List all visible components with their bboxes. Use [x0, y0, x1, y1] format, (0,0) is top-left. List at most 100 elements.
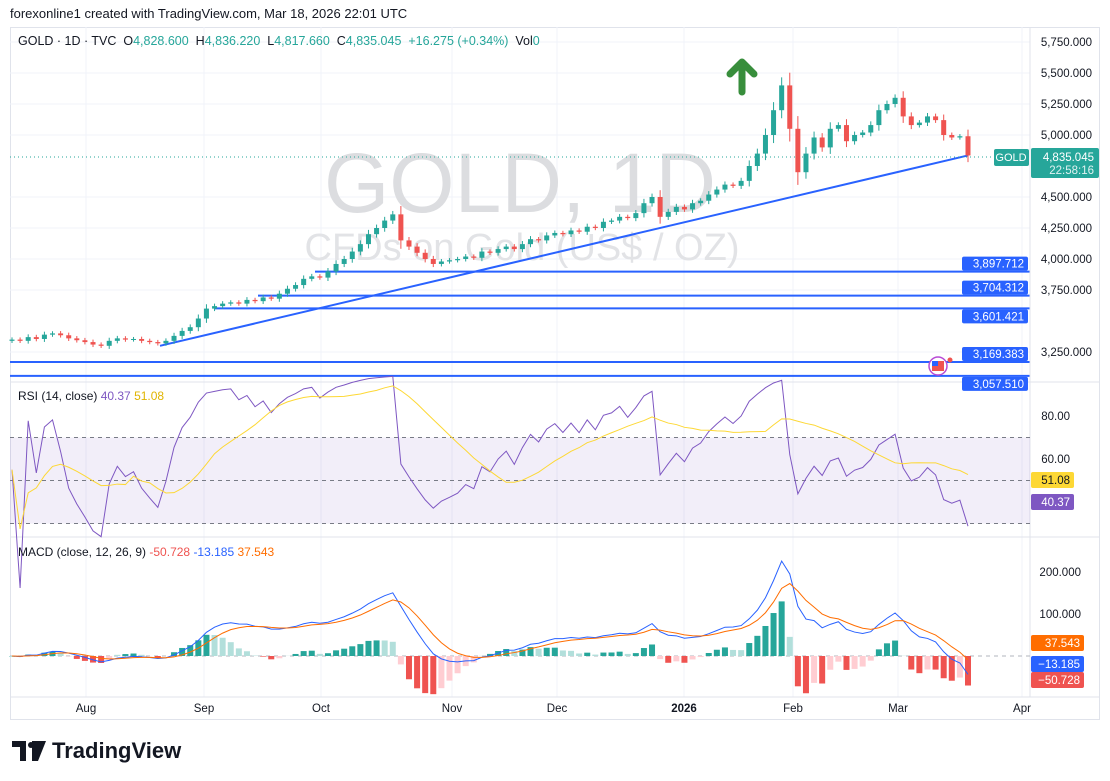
macd-histogram-bar	[81, 656, 88, 661]
candle-body	[147, 340, 153, 343]
macd-histogram-bar	[203, 634, 210, 656]
candle-body	[835, 125, 841, 129]
candle-body	[455, 259, 461, 261]
macd-histogram-bar	[98, 656, 105, 663]
candle-body	[252, 299, 258, 302]
time-tick: 2026	[671, 703, 697, 715]
macd-histogram-bar	[389, 641, 396, 656]
macd-histogram-bar	[705, 652, 712, 656]
us-flag-event-icon[interactable]	[928, 356, 953, 376]
macd-histogram-bar	[235, 648, 242, 656]
macd-tick: 200.000	[1039, 567, 1081, 579]
macd-histogram-bar	[130, 653, 137, 656]
candle-body	[568, 230, 574, 235]
macd-legend: MACD (close, 12, 26, 9) -50.728 -13.185 …	[18, 545, 275, 559]
macd-histogram-bar	[892, 640, 899, 656]
price-tick: 4,000.000	[1041, 254, 1092, 266]
macd-histogram-bar	[762, 625, 769, 656]
macd-histogram-bar	[470, 656, 477, 663]
price-badges: 3,897.712 3,704.312 3,601.421 3,169.383 3,05…	[962, 148, 1099, 688]
macd-histogram-bar	[948, 656, 955, 681]
candle-body	[228, 302, 234, 304]
candle-body	[681, 206, 687, 210]
tradingview-logo[interactable]: TradingView	[12, 738, 181, 764]
macd-histogram-bar	[308, 650, 315, 656]
macd-histogram-bar	[381, 640, 388, 656]
macd-histogram-bar	[624, 653, 631, 656]
chart-frame[interactable]	[10, 27, 1100, 720]
candle-body	[706, 194, 712, 201]
candle-body	[730, 184, 736, 186]
candle-body	[131, 338, 137, 340]
macd-histogram-bar	[454, 656, 461, 674]
candle-body	[114, 338, 120, 341]
candle-body	[17, 339, 23, 341]
macd-histogram-bar	[106, 656, 113, 659]
level-badge	[962, 376, 1028, 391]
candle-body	[382, 220, 388, 228]
candle-body	[722, 184, 728, 190]
candle-body	[268, 297, 274, 299]
candle-body	[422, 252, 428, 259]
candle-body	[933, 116, 939, 121]
candle-body	[203, 308, 209, 319]
candle-body	[50, 333, 56, 335]
candle-body	[592, 226, 598, 228]
macd-histogram-bar	[373, 640, 380, 656]
candle-body	[576, 230, 582, 232]
rsi-panel	[10, 375, 1030, 589]
macd-histogram-bar	[819, 656, 826, 684]
candle-body	[665, 211, 671, 217]
macd-histogram-bar	[721, 647, 728, 656]
candle-body	[892, 97, 898, 104]
price-tick: 5,000.000	[1041, 130, 1092, 142]
macd-tick: 100.000	[1039, 609, 1081, 621]
macd-histogram-bar	[576, 653, 583, 656]
macd-histogram-bar	[227, 642, 234, 656]
candle-body	[374, 228, 380, 235]
macd-histogram-bar	[260, 656, 267, 657]
up-arrow-icon	[726, 58, 758, 96]
macd-histogram-bar	[316, 653, 323, 656]
candle-body	[600, 221, 606, 228]
macd-histogram-bar	[778, 601, 785, 656]
macd-badge	[1031, 672, 1084, 688]
tradingview-logo-icon	[12, 741, 46, 761]
macd-histogram-bar	[608, 652, 615, 656]
macd-histogram-bar	[786, 636, 793, 656]
candle-body	[82, 340, 88, 343]
time-tick: Oct	[312, 703, 331, 715]
candle-body	[463, 256, 469, 259]
candle-body	[106, 340, 112, 346]
macd-histogram-bar	[746, 643, 753, 656]
macd-histogram-bar	[875, 649, 882, 656]
macd-histogram-bar	[689, 656, 696, 660]
macd-histogram-bar	[859, 656, 866, 667]
macd-histogram-bar	[932, 656, 939, 670]
level-badge	[962, 256, 1028, 271]
macd-histogram-bar	[551, 647, 558, 656]
price-tick: 4,250.000	[1041, 223, 1092, 235]
candle-body	[122, 338, 128, 340]
macd-histogram-bar	[681, 656, 688, 663]
candle-body	[260, 297, 266, 302]
change-value: +16.275 (+0.34%)	[408, 34, 509, 48]
volume-value: 0	[532, 34, 540, 48]
candle-body	[406, 240, 412, 247]
candle-body	[876, 110, 882, 126]
macd-histogram-bar	[487, 653, 493, 656]
watermark-title: GOLD, 1D	[324, 136, 716, 230]
macd-histogram-bar	[122, 654, 129, 656]
candle-body	[827, 128, 833, 148]
time-tick: Aug	[76, 703, 96, 715]
macd-histogram-bar	[57, 653, 64, 656]
candle-body	[528, 239, 534, 245]
macd-line	[11, 559, 969, 675]
symbol-tag-text: GOLD	[995, 152, 1026, 164]
macd-histogram-bar	[527, 647, 534, 656]
candle-body	[212, 306, 218, 309]
candle-body	[924, 116, 930, 123]
candle-body	[9, 339, 15, 341]
time-tick: Feb	[783, 703, 803, 715]
